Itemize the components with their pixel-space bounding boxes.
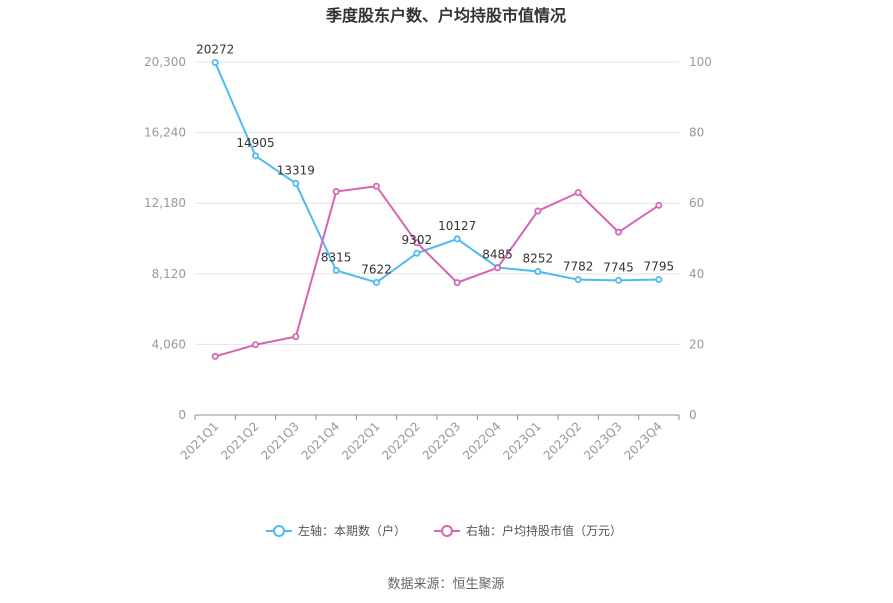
series-0-point[interactable] [615,276,623,284]
data-source: 数据来源：恒生聚源 [387,577,504,592]
x-axis-tick-label: 2023Q4 [621,419,665,463]
grid-lines [195,61,679,345]
series-1-point[interactable] [453,279,461,287]
data-label: 14905 [236,136,274,150]
right-axis-tick-label: 0 [689,408,697,422]
left-axis-tick-label: 12,180 [144,196,186,210]
series-1-point[interactable] [413,239,421,247]
data-label: 8315 [321,250,352,264]
data-label: 8485 [482,247,513,261]
series-1-point[interactable] [615,228,623,236]
legend-label: 右轴：户均持股市值（万元） [466,523,622,538]
series-1-point[interactable] [372,182,380,190]
series-0-point[interactable] [413,249,421,257]
series-0-point[interactable] [332,266,340,274]
right-axis-tick-label: 40 [689,267,704,281]
series-0-point[interactable] [251,152,259,160]
series-0-point[interactable] [655,275,663,283]
x-axis-tick-label: 2021Q2 [218,419,262,463]
left-axis-tick-label: 8,120 [152,267,186,281]
legend-label: 左轴：本期数（户） [298,523,406,538]
series-1-point[interactable] [292,333,300,341]
series-0-point[interactable] [292,179,300,187]
series-1-point[interactable] [493,264,501,272]
series-0-point[interactable] [534,268,542,276]
series-line-0 [214,62,659,284]
left-axis-tick-label: 4,060 [152,337,186,351]
data-label: 7745 [603,260,634,274]
x-axis-tick-label: 2022Q2 [379,419,423,463]
x-axis-tick-label: 2023Q1 [500,419,544,463]
legend-marker-icon [441,525,453,537]
legend[interactable]: 左轴：本期数（户） 右轴：户均持股市值（万元） [266,523,622,538]
left-axis-tick-label: 0 [178,408,186,422]
legend-marker-icon [273,525,285,537]
series-1-point[interactable] [655,201,663,209]
series-1-point[interactable] [534,207,542,215]
axes: 0 4,060 8,120 12,180 16,240 20,300 0 20 40 60 80 10… [144,55,712,463]
series-line-1 [214,185,660,358]
right-axis-tick-label: 80 [689,126,704,140]
x-axis-tick-label: 2023Q3 [581,419,625,463]
x-axis-tick-label: 2022Q4 [460,419,504,463]
data-label: 7622 [361,262,392,276]
data-label: 20272 [196,42,234,56]
data-label: 13319 [277,163,315,177]
series-1-point[interactable] [332,188,340,196]
left-axis-tick-label: 16,240 [144,126,186,140]
legend-item-1[interactable]: 右轴：户均持股市值（万元） [434,523,622,538]
right-axis-tick-label: 100 [689,55,712,69]
series-1-point[interactable] [251,341,259,349]
x-axis-tick-label: 2022Q1 [339,419,383,463]
series-0-point[interactable] [211,58,219,66]
data-label: 10127 [438,219,476,233]
data-label: 8252 [523,252,554,266]
series-1-point[interactable] [574,189,582,197]
left-axis-tick-label: 20,300 [144,55,186,69]
chart-title: 季度股东户数、户均持股市值情况 [325,6,566,25]
data-label: 7795 [644,259,675,273]
series-1-point[interactable] [211,352,219,360]
data-label: 9302 [402,233,433,247]
right-axis-tick-label: 20 [689,337,704,351]
legend-item-0[interactable]: 左轴：本期数（户） [266,523,406,538]
x-axis-tick-label: 2023Q2 [541,419,585,463]
x-axis-tick-label: 2021Q1 [178,419,222,463]
series-0-point[interactable] [574,276,582,284]
x-axis-tick-label: 2022Q3 [420,419,464,463]
data-label: 7782 [563,260,594,274]
x-axis-tick-label: 2021Q4 [299,419,343,463]
series-0-point[interactable] [372,278,380,286]
right-axis-tick-label: 60 [689,196,704,210]
x-axis-tick-label: 2021Q3 [258,419,302,463]
series-0-point[interactable] [453,235,461,243]
